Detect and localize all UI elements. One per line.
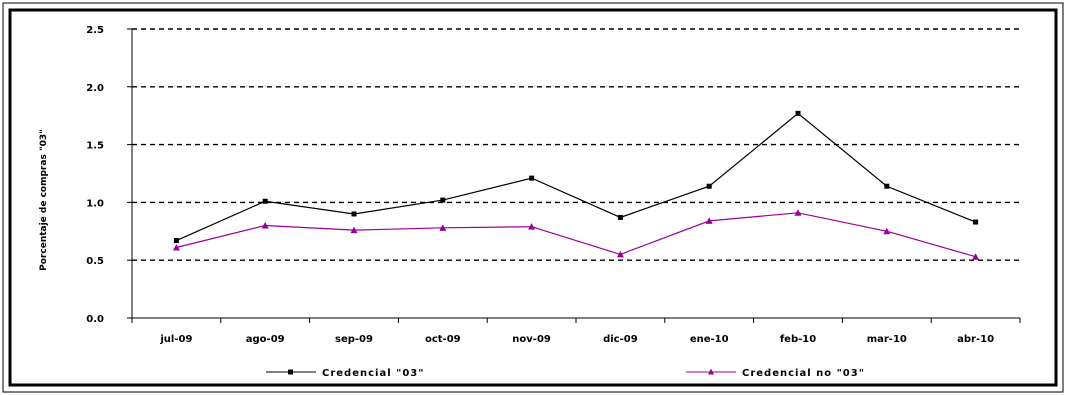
series-line-1 [176,112,976,242]
legend-label-series-2: Credencial no "03" [742,368,865,379]
series-line-2 [176,212,976,258]
y-tick-label: 2.5 [86,25,104,36]
x-tick-labels: jul-09 ago-09 sep-09 oct-09 nov-09 dic-09 ene-… [159,334,994,345]
data-point-series-1 [173,238,179,244]
y-tick-label: 0.5 [86,256,104,267]
data-point-series-1 [262,198,268,204]
data-point-series-1 [884,183,890,189]
x-tick-label: nov-09 [512,334,551,345]
data-point-series-1 [973,219,979,225]
legend-item-series-2: Credencial no "03" [686,368,865,379]
y-tick-label: 1.5 [86,141,104,152]
data-point-series-2 [350,226,358,234]
y-tick-label: 0.0 [86,314,104,325]
legend-item-series-1: Credencial "03" [266,368,424,379]
data-point-series-2 [883,227,891,235]
x-tick-label: ago-09 [246,334,285,345]
data-point-series-1 [617,214,623,220]
inner-border [8,8,1058,387]
x-tick-label: dic-09 [603,334,638,345]
data-point-series-2 [616,250,624,258]
data-point-series-1 [529,175,535,181]
data-point-series-2 [705,217,713,224]
axes [131,29,1021,323]
data-point-series-2 [528,223,536,230]
x-tick-label: feb-10 [780,334,816,345]
data-point-series-2 [439,224,447,231]
series [172,110,980,260]
x-tick-label: jul-09 [159,334,192,345]
data-point-series-2 [972,253,980,260]
data-point-series-1 [795,110,801,116]
data-point-series-1 [440,197,446,203]
y-tick-label: 1.0 [86,198,104,209]
grid [127,28,1020,319]
x-tick-label: ene-10 [690,334,729,345]
data-point-series-1 [706,183,712,189]
x-tick-label: oct-09 [425,334,461,345]
x-tick-label: sep-09 [335,334,373,345]
legend-label-series-1: Credencial "03" [322,368,424,379]
legend-marker-series-2 [708,368,714,375]
data-point-series-2 [172,243,180,251]
data-point-series-1 [351,211,357,217]
legend: Credencial "03" Credencial no "03" [266,368,865,379]
y-axis-label: Porcentaje de compras "03" [39,129,49,271]
data-point-series-2 [794,209,802,216]
data-point-series-2 [261,222,269,229]
legend-marker-series-1 [288,369,293,375]
y-tick-labels: 0.0 0.5 1.0 1.5 2.0 2.5 [86,25,104,325]
x-tick-label: mar-10 [867,334,907,345]
y-tick-label: 2.0 [86,83,104,94]
x-tick-label: abr-10 [957,334,994,345]
